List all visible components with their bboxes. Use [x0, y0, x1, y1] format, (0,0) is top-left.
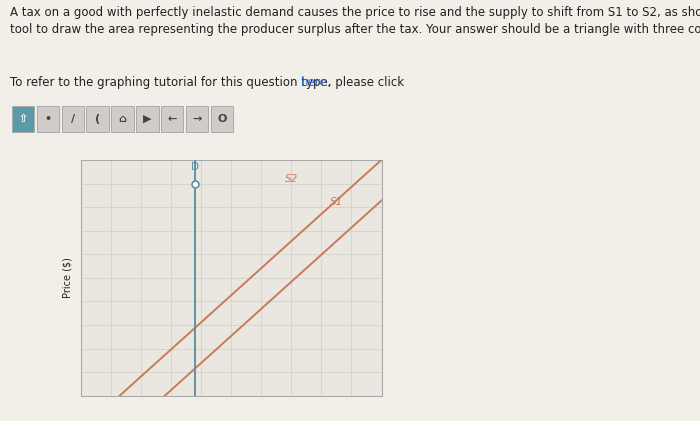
- Bar: [161, 106, 183, 132]
- Bar: [86, 106, 108, 132]
- Text: To refer to the graphing tutorial for this question type, please click: To refer to the graphing tutorial for th…: [10, 76, 408, 89]
- Text: A tax on a good with perfectly inelastic demand causes the price to rise and the: A tax on a good with perfectly inelastic…: [10, 6, 700, 19]
- Text: ▶: ▶: [143, 114, 152, 124]
- Text: ←: ←: [167, 114, 177, 124]
- Bar: [12, 106, 34, 132]
- Bar: [111, 106, 134, 132]
- Text: D: D: [191, 162, 199, 172]
- Text: ⌂: ⌂: [118, 114, 127, 124]
- Bar: [211, 106, 233, 132]
- Bar: [136, 106, 159, 132]
- Text: (: (: [95, 114, 100, 124]
- Text: S2: S2: [285, 174, 298, 184]
- Text: →: →: [193, 114, 202, 124]
- Bar: [62, 106, 84, 132]
- Text: S1: S1: [330, 197, 343, 208]
- Text: ⇧: ⇧: [18, 114, 27, 124]
- Text: /: /: [71, 114, 75, 124]
- Text: •: •: [44, 114, 51, 124]
- Text: tool to draw the area representing the producer surplus after the tax. Your answ: tool to draw the area representing the p…: [10, 23, 700, 36]
- Text: O: O: [218, 114, 227, 124]
- Bar: [186, 106, 209, 132]
- Y-axis label: Price ($): Price ($): [63, 257, 73, 298]
- Text: here.: here.: [301, 76, 332, 89]
- Bar: [36, 106, 59, 132]
